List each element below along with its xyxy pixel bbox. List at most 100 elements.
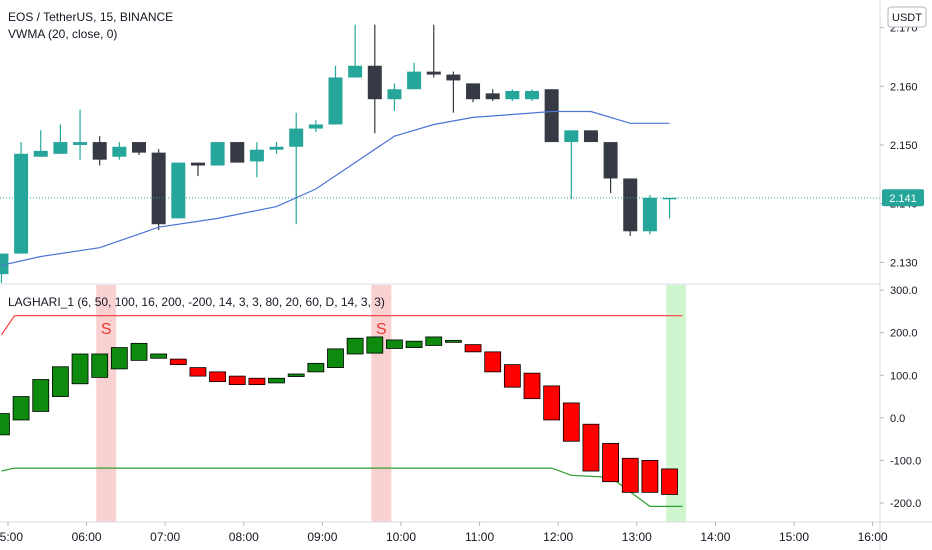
candle-up — [407, 71, 422, 90]
indicator-bar-green — [405, 340, 423, 348]
candle-down — [603, 142, 618, 179]
candle-up — [210, 142, 225, 166]
sell-signal-label: S — [376, 321, 387, 338]
candle-up — [505, 91, 520, 100]
indicator-tick-label: 300.0 — [890, 285, 918, 297]
indicator-bar-red — [169, 358, 187, 366]
last-price-marker: 2.141 — [882, 189, 924, 207]
indicator-bar-green — [32, 379, 50, 412]
sell-signal-label: S — [101, 321, 112, 338]
indicator-bar-red — [562, 402, 580, 442]
indicator-bar-green — [386, 339, 403, 349]
time-tick-label: 11:00 — [465, 530, 494, 544]
time-tick-label: 10:00 — [386, 530, 416, 544]
indicator-bar-red — [228, 375, 246, 386]
time-tick-label: 13:00 — [622, 530, 652, 544]
indicator-bar-red — [661, 468, 678, 495]
indicator-bar-red — [484, 351, 502, 373]
candle-up — [171, 162, 186, 219]
indicator-axis[interactable]: -200.0 -100.0 0.0 100.0 200.0 300.0 — [880, 285, 921, 510]
candle-down — [230, 142, 245, 163]
laghari-legend: LAGHARI_1 (6, 50, 100, 16, 200, -200, 14… — [8, 295, 385, 309]
price-pane[interactable] — [0, 24, 880, 283]
indicator-bar-green — [307, 362, 325, 373]
price-tick-label: 2.130 — [890, 257, 918, 269]
indicator-tick-label: 200.0 — [890, 328, 918, 340]
candle-down — [466, 83, 481, 100]
candle-up — [289, 128, 304, 147]
time-tick-label: 12:00 — [543, 530, 573, 544]
indicator-tick-label: 100.0 — [890, 370, 918, 382]
candle-up — [73, 142, 88, 145]
upper-level-line — [1, 315, 683, 336]
time-tick-label: 15:00 — [779, 530, 809, 544]
candle-down — [426, 71, 441, 75]
indicator-bar-red — [523, 372, 541, 400]
candle-down — [583, 130, 598, 143]
candle-down — [367, 65, 382, 100]
candle-up — [642, 197, 657, 232]
indicator-bar-red — [464, 344, 482, 353]
indicator-bar-green — [71, 353, 89, 385]
indicator-bar-green — [150, 353, 168, 359]
indicator-bar-green — [444, 339, 462, 343]
time-tick-label: 16:00 — [858, 530, 888, 544]
indicator-bar-green — [327, 348, 344, 369]
vwma-line — [1, 110, 670, 266]
indicator-bar-green — [366, 336, 384, 354]
candle-down — [544, 89, 559, 143]
candle-up — [112, 146, 127, 157]
last-price-label: 2.141 — [889, 193, 917, 205]
symbol-title: EOS / TetherUS, 15, BINANCE — [8, 10, 173, 24]
candle-down — [190, 162, 205, 166]
candle-up — [564, 130, 579, 143]
indicator-bar-red — [641, 460, 659, 493]
candle-up — [662, 197, 677, 200]
candle-up — [328, 77, 343, 125]
indicator-bar-green — [12, 396, 30, 421]
price-tick-label: 2.160 — [890, 81, 918, 93]
indicator-tick-label: -100.0 — [890, 455, 921, 467]
vwma-legend: VWMA (20, close, 0) — [8, 27, 117, 41]
lower-level-line — [1, 467, 683, 507]
time-tick-label: 09:00 — [307, 530, 337, 544]
currency-button-label[interactable]: USDT — [892, 12, 922, 24]
indicator-bar-green — [110, 347, 128, 370]
indicator-bar-green — [52, 366, 69, 397]
indicator-bar-green — [287, 373, 305, 377]
indicator-bar-red — [503, 364, 521, 388]
currency-button[interactable]: USDT — [887, 6, 927, 28]
currency-button-frame[interactable] — [887, 6, 927, 28]
indicator-bar-red — [621, 457, 639, 493]
candle-up — [0, 253, 9, 275]
candle-up — [14, 153, 29, 254]
indicator-bar-red — [602, 442, 619, 483]
time-tick-label: 06:00 — [72, 530, 102, 544]
time-tick-label: 07:00 — [150, 530, 180, 544]
indicator-bar-red — [543, 385, 561, 421]
highlight-band — [666, 285, 687, 522]
candle-up — [249, 149, 264, 162]
candle-up — [308, 124, 323, 129]
sell-signal-band — [96, 285, 117, 522]
candle-up — [387, 89, 402, 100]
time-tick-label: 05:00 — [0, 530, 23, 544]
indicator-bar-red — [209, 371, 227, 383]
indicator-tick-label: 0.0 — [890, 413, 905, 425]
candle-down — [623, 178, 638, 232]
candle-up — [33, 150, 48, 157]
last-price-box — [882, 189, 924, 207]
indicator-bar-red — [248, 377, 266, 386]
candle-up — [525, 91, 539, 100]
indicator-bar-red — [189, 367, 207, 377]
candle-down — [485, 93, 500, 100]
candle-up — [53, 142, 68, 154]
candle-down — [151, 152, 166, 225]
time-axis[interactable]: 05:00 06:00 07:00 08:00 09:00 10:00 11:00 12:00… — [0, 522, 888, 544]
candle-down — [132, 142, 146, 153]
indicator-bar-green — [0, 413, 10, 436]
